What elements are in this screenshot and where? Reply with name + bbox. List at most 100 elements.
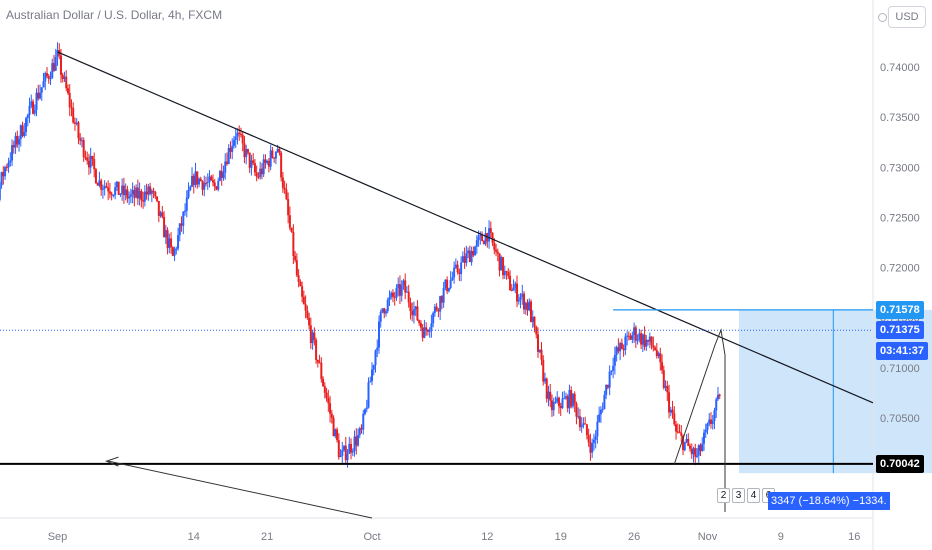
- candle-body: [72, 108, 75, 123]
- candle-body: [360, 428, 363, 430]
- candle-body: [507, 272, 510, 276]
- candle-body: [16, 135, 19, 145]
- candle-body: [306, 310, 309, 318]
- candle-body: [255, 172, 258, 177]
- candle-body: [330, 413, 333, 418]
- candle-body: [533, 316, 536, 327]
- candle-body: [65, 76, 68, 89]
- candle-body: [418, 320, 421, 324]
- candle-body: [675, 424, 678, 432]
- candle-body: [430, 323, 433, 330]
- candle-body: [495, 249, 498, 252]
- candle-body: [49, 78, 52, 80]
- candle-body: [687, 438, 690, 446]
- candle-body: [30, 101, 33, 106]
- candle-body: [439, 296, 442, 312]
- circle-icon[interactable]: [878, 13, 887, 22]
- candle-body: [105, 186, 108, 188]
- candle-body: [157, 201, 160, 216]
- candle-body: [201, 181, 204, 190]
- candle-body: [627, 335, 630, 337]
- candle-body: [549, 391, 552, 401]
- descending-trendline: [57, 51, 874, 404]
- event-flag-icon[interactable]: 2: [717, 488, 730, 503]
- candle-body: [358, 428, 361, 436]
- candle-body: [147, 186, 150, 195]
- candle-body: [405, 291, 408, 293]
- candle-body: [47, 75, 50, 79]
- candle-body: [685, 438, 688, 442]
- candle-body: [489, 228, 492, 233]
- candle-body: [189, 186, 192, 191]
- candle-body: [531, 316, 534, 322]
- candle-body: [355, 436, 358, 446]
- candle-body: [217, 180, 220, 190]
- candle-body: [278, 148, 281, 153]
- candle-body: [236, 132, 239, 137]
- candle-body: [423, 327, 426, 338]
- candle-body: [395, 287, 398, 298]
- candle-body: [654, 347, 657, 350]
- event-flag-icon[interactable]: 4: [747, 488, 760, 503]
- candle-body: [709, 419, 712, 424]
- candle-body: [224, 161, 227, 173]
- candle-body: [32, 101, 35, 114]
- candle-body: [308, 317, 311, 326]
- candle-body: [194, 171, 197, 185]
- candle-body: [603, 394, 606, 410]
- candle-body: [713, 410, 716, 421]
- candle-body: [591, 443, 594, 453]
- candle-body: [199, 178, 202, 182]
- candle-body: [274, 151, 277, 159]
- candle-body: [599, 409, 602, 415]
- candle-body: [449, 279, 452, 288]
- currency-button[interactable]: USD: [888, 6, 926, 28]
- candle-body: [596, 421, 599, 437]
- y-tick-label: 0.73500: [880, 112, 920, 124]
- candle-body: [266, 160, 269, 163]
- candle-body: [393, 296, 396, 298]
- candle-body: [484, 233, 487, 245]
- candle-body: [40, 87, 43, 93]
- candle-body: [39, 92, 42, 99]
- candle-body: [112, 194, 115, 196]
- x-tick-label: 16: [848, 531, 860, 543]
- candle-body: [575, 403, 578, 417]
- candle-body: [271, 150, 274, 158]
- candle-body: [694, 448, 697, 457]
- candle-body: [80, 140, 83, 142]
- candle-body: [633, 327, 636, 335]
- event-flag-icon[interactable]: 3: [732, 488, 745, 503]
- candle-body: [678, 431, 681, 433]
- candle-body: [220, 171, 223, 178]
- candle-body: [605, 384, 608, 395]
- candle-body: [128, 196, 131, 199]
- candle-body: [232, 140, 235, 146]
- candle-body: [175, 248, 178, 250]
- chart-title: Australian Dollar / U.S. Dollar, 4h, FXC…: [6, 8, 223, 22]
- candle-body: [398, 284, 401, 296]
- candle-body: [404, 280, 407, 293]
- candle-body: [472, 251, 475, 256]
- candle-body: [218, 171, 221, 181]
- candle-body: [138, 190, 141, 199]
- candle-body: [280, 152, 283, 178]
- candle-body: [641, 334, 644, 345]
- y-tick-label: 0.71000: [880, 363, 920, 375]
- candle-body: [61, 74, 64, 79]
- candle-body: [304, 304, 307, 311]
- candle-body: [9, 160, 12, 163]
- candle-body: [454, 264, 457, 268]
- candle-body: [645, 339, 648, 347]
- candle-body: [115, 181, 118, 188]
- candle-body: [479, 234, 482, 237]
- candle-body: [412, 309, 415, 316]
- candle-body: [364, 409, 367, 414]
- candle-body: [295, 260, 298, 276]
- candle-body: [318, 362, 321, 364]
- candle-body: [323, 386, 326, 393]
- candle-body: [440, 296, 443, 303]
- candle-body: [582, 423, 585, 426]
- candle-body: [243, 143, 246, 158]
